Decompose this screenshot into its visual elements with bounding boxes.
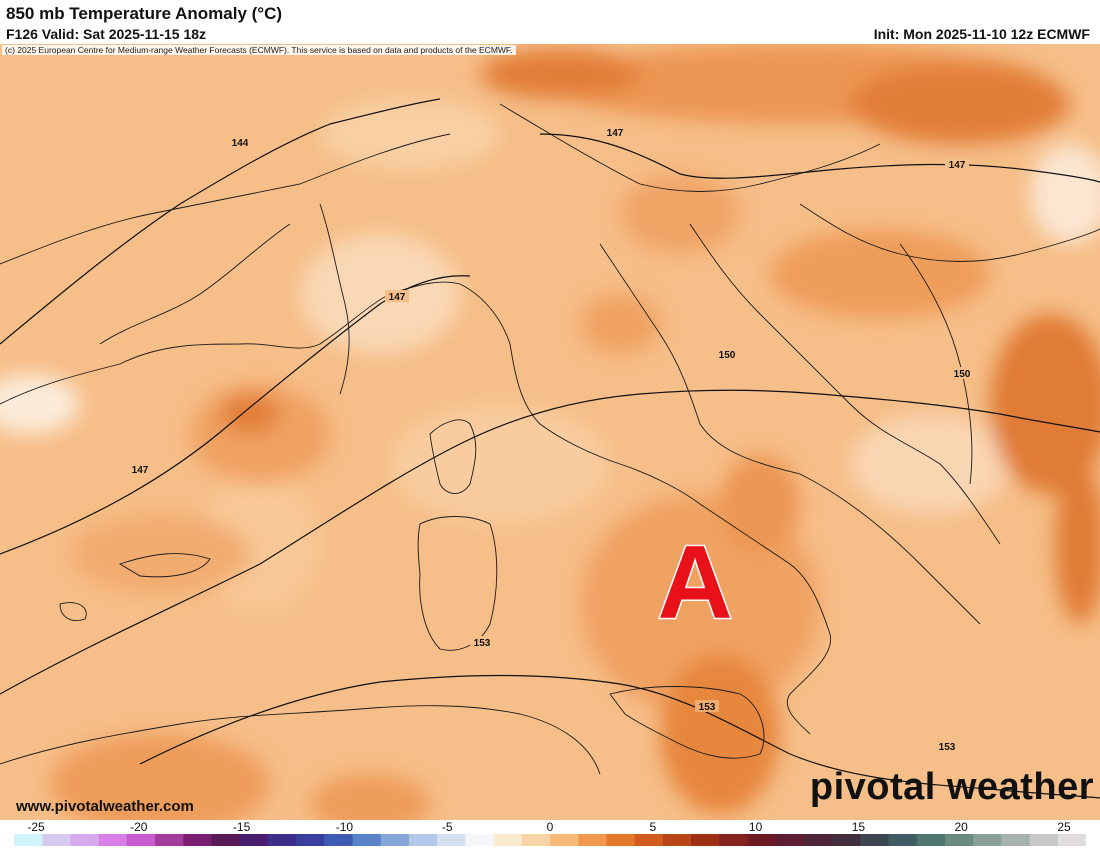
- contour-label-150a: 150: [719, 350, 736, 361]
- colorbar-swatch: [296, 834, 325, 846]
- colorbar-swatch: [1029, 834, 1059, 846]
- colorbar-swatch: [70, 834, 100, 846]
- colorbar-swatch: [606, 834, 636, 846]
- colorbar-swatch: [155, 834, 184, 846]
- colorbar-swatch: [916, 834, 946, 846]
- colorbar-swatch: [408, 834, 438, 846]
- contour-labels: 144 147 147 147 147 150 150 153 153 153: [128, 126, 974, 753]
- colorbar-swatch: [888, 834, 918, 846]
- height-contours: [0, 98, 1100, 799]
- colorbar-tick-label: 0: [546, 820, 554, 834]
- valid-time: F126 Valid: Sat 2025-11-15 18z: [6, 26, 207, 42]
- colorbar-swatch: [803, 834, 833, 846]
- colorbar-swatch: [550, 834, 579, 846]
- colorbar-tick-label: 20: [954, 820, 968, 834]
- map-marker-letter: A: [657, 525, 732, 641]
- colorbar-swatch: [126, 834, 156, 846]
- colorbar-swatch: [1057, 834, 1086, 846]
- contour-label-153a: 153: [474, 638, 491, 649]
- colorbar-swatch: [465, 834, 495, 846]
- contour-label-144a: 144: [232, 138, 249, 149]
- colorbar-swatch: [239, 834, 269, 846]
- colorbar-swatch: [691, 834, 720, 846]
- colorbar-swatch: [662, 834, 692, 846]
- colorbar-swatch: [944, 834, 974, 846]
- colorbar-swatch: [14, 834, 43, 846]
- colorbar-tick-label: 5: [649, 820, 657, 834]
- colorbar: [14, 834, 1086, 846]
- colorbar-swatch: [719, 834, 748, 846]
- contour-label-147b: 147: [389, 292, 406, 303]
- colorbar-swatch: [183, 834, 212, 846]
- contour-label-150b: 150: [954, 369, 971, 380]
- colorbar-tick-label: 25: [1057, 820, 1071, 834]
- colorbar-swatch: [832, 834, 861, 846]
- contour-label-147d: 147: [132, 465, 149, 476]
- colorbar-swatch: [860, 834, 890, 846]
- colorbar-swatch: [973, 834, 1002, 846]
- colorbar-swatch: [493, 834, 523, 846]
- colorbar-swatch: [521, 834, 551, 846]
- map-canvas: 144 147 147 147 147 150 150 153 153 153 …: [0, 44, 1100, 820]
- colorbar-tick-label: -25: [27, 820, 45, 834]
- brand-logo: pivotal weather: [809, 766, 1094, 808]
- colorbar-swatch: [324, 834, 354, 846]
- colorbar-tick-label: -5: [441, 820, 453, 834]
- copyright-notice: (c) 2025 European Centre for Medium-rang…: [2, 45, 516, 55]
- colorbar-swatch: [437, 834, 466, 846]
- contour-label-153c: 153: [939, 742, 956, 753]
- weather-map[interactable]: 144 147 147 147 147 150 150 153 153 153 …: [0, 44, 1100, 820]
- colorbar-swatch: [98, 834, 128, 846]
- colorbar-swatch: [578, 834, 607, 846]
- website-url[interactable]: www.pivotalweather.com: [16, 798, 194, 815]
- colorbar-tick-label: -15: [232, 820, 251, 834]
- colorbar-swatch: [775, 834, 805, 846]
- colorbar-swatch: [267, 834, 297, 846]
- contour-label-147c: 147: [949, 160, 966, 171]
- colorbar-swatch: [42, 834, 71, 846]
- colorbar-tick-label: -10: [335, 820, 354, 834]
- colorbar-swatch: [634, 834, 664, 846]
- colorbar-swatch: [352, 834, 382, 846]
- contour-label-153b: 153: [699, 702, 716, 713]
- anomaly-field: [0, 44, 1100, 820]
- colorbar-tick-label: 15: [851, 820, 866, 834]
- contour-label-147a: 147: [607, 128, 624, 139]
- colorbar-swatch: [747, 834, 777, 846]
- coastlines: [0, 103, 1100, 775]
- colorbar-tick-label: 10: [748, 820, 763, 834]
- chart-title: 850 mb Temperature Anomaly (°C): [6, 4, 283, 23]
- colorbar-swatch: [1001, 834, 1031, 846]
- init-time: Init: Mon 2025-11-10 12z ECMWF: [873, 26, 1090, 42]
- colorbar-tick-label: -20: [130, 820, 148, 834]
- colorbar-swatch: [380, 834, 410, 846]
- colorbar-swatch: [211, 834, 241, 846]
